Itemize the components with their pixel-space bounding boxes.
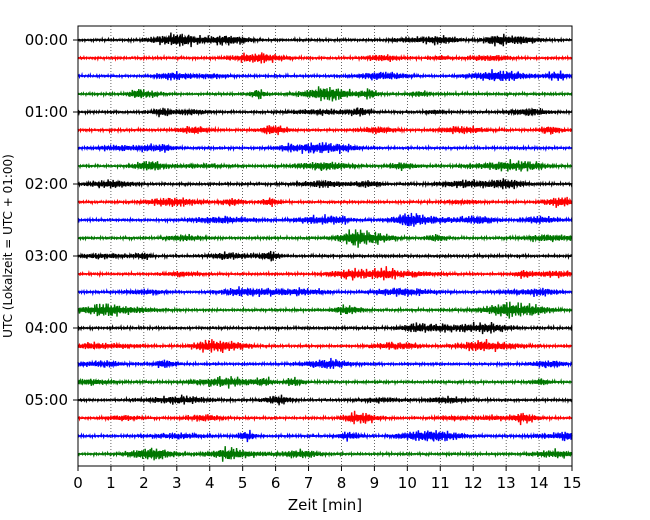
x-axis-ticks: 0 1 2 3 4 5 6 7 8 9 10 11 12 13 14 15 [73,466,582,492]
trace-line [77,86,573,102]
trace-line [77,321,573,335]
y-tick-label: 02:00 [25,175,68,193]
x-tick-label: 14 [530,474,549,492]
plot-frame [77,25,573,467]
x-tick-label: 2 [139,474,149,492]
y-tick-label: 01:00 [25,103,68,121]
trace-line [77,266,573,281]
x-grid-lines [110,26,540,466]
trace-line [77,196,573,208]
x-tick-label: 0 [73,474,83,492]
x-tick-label: 11 [431,474,450,492]
y-tick-label: 00:00 [25,31,68,49]
trace-line [77,429,573,443]
y-tick-label: 05:00 [25,391,68,409]
x-tick-label: 4 [205,474,215,492]
y-tick-label: 04:00 [25,319,68,337]
trace-line [77,69,573,82]
trace-line [77,229,573,248]
x-axis-label: Zeit [min] [288,496,362,514]
trace-line [77,339,573,354]
trace-line [77,124,573,136]
trace-line [77,142,573,155]
trace-line [77,375,573,389]
trace-line [77,178,573,190]
trace-line [77,301,573,319]
x-tick-label: 7 [304,474,314,492]
trace-line [77,159,573,172]
y-axis-label: UTC (Lokalzeit = UTC + 01:00) [1,154,15,338]
trace-line [77,286,573,298]
trace-line [77,52,573,64]
x-tick-label: 5 [238,474,248,492]
trace-line [77,394,573,406]
x-tick-label: 8 [337,474,347,492]
trace-line [77,212,573,227]
trace-line [77,32,573,48]
x-tick-label: 9 [370,474,380,492]
y-tick-label: 03:00 [25,247,68,265]
x-tick-label: 6 [271,474,281,492]
x-tick-label: 13 [497,474,516,492]
trace-line [77,446,573,462]
x-tick-label: 15 [562,474,581,492]
trace-line [77,250,573,262]
trace-line [77,410,573,426]
x-tick-label: 12 [464,474,483,492]
seismic-traces [77,32,573,462]
trace-line [77,107,573,118]
y-axis-ticks: 00:00 01:00 02:00 03:00 04:00 05:00 [25,31,78,409]
trace-line [77,357,573,369]
x-tick-label: 3 [172,474,182,492]
x-tick-label: 10 [398,474,417,492]
x-tick-label: 1 [106,474,116,492]
